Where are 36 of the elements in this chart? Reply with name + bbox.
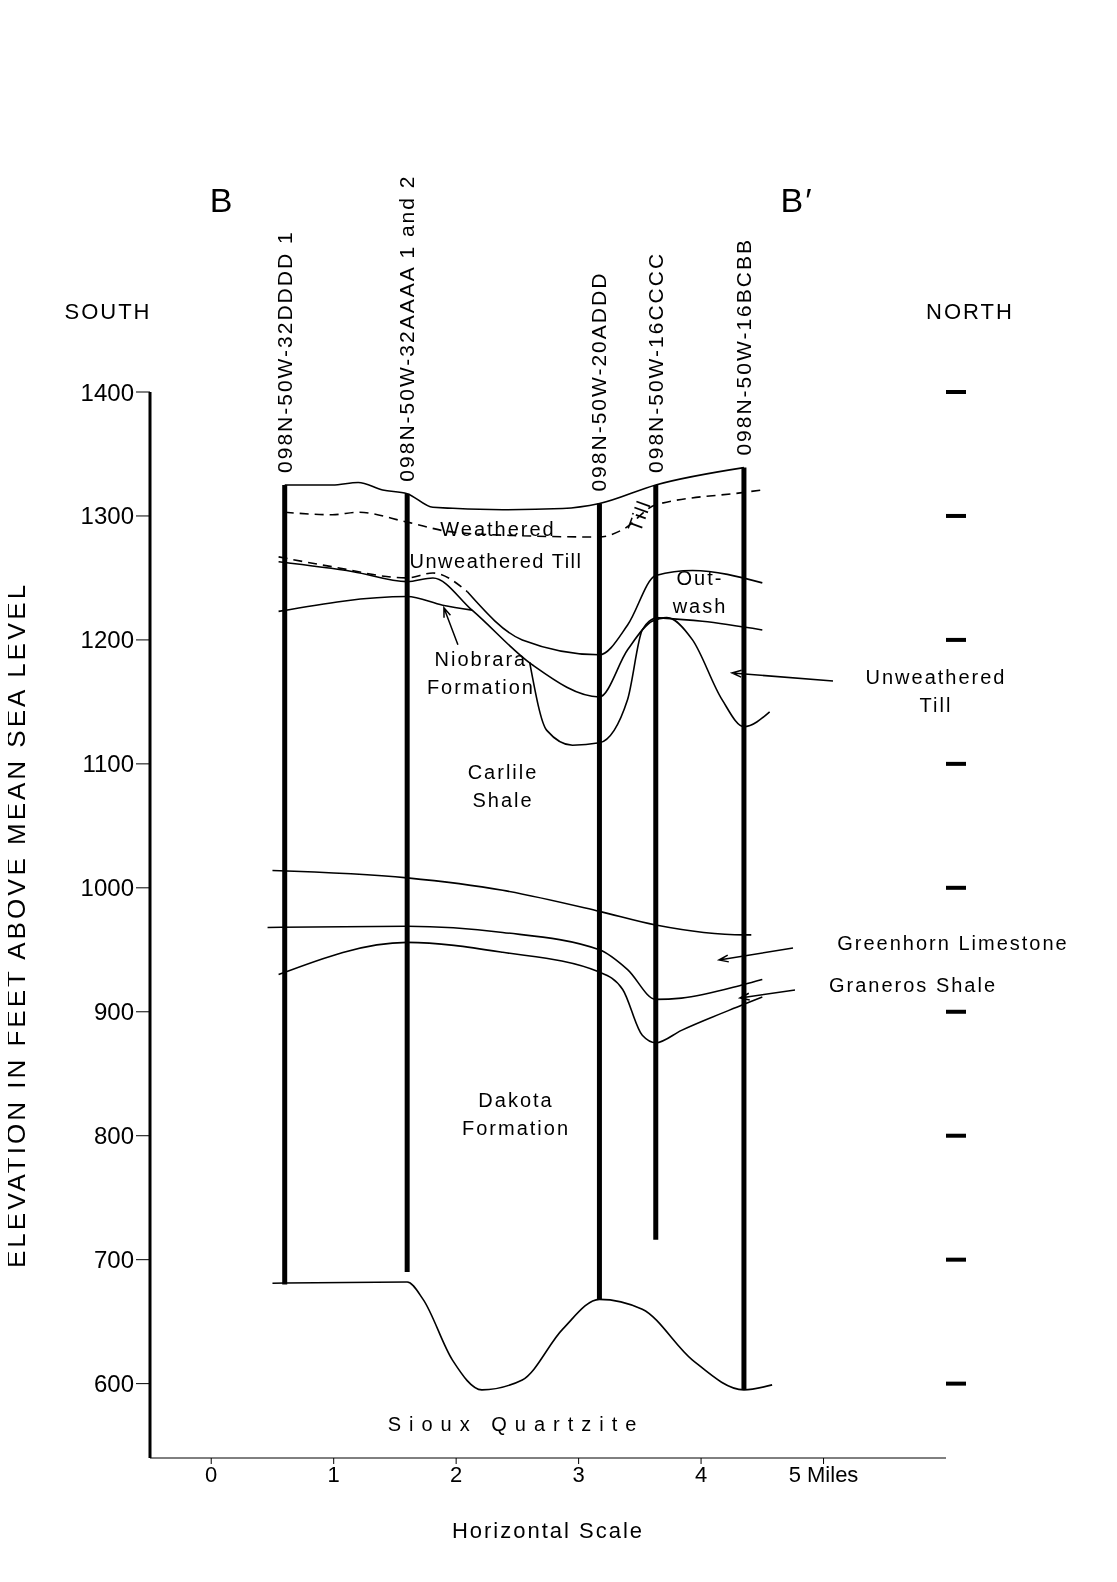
annotation: Weathered <box>440 518 556 541</box>
annotation: 098N-50W-16CCCC <box>643 251 667 473</box>
annotation: Out-wash <box>671 567 728 618</box>
annotation: Greenhorn Limestone <box>837 932 1069 955</box>
annotation: Till <box>623 496 656 535</box>
text: B <box>209 180 235 219</box>
annotation: Unweathered Till <box>865 666 1007 717</box>
y-tick-label: 1000 <box>80 874 134 902</box>
y-tick-label: 1100 <box>82 750 134 778</box>
y-tick-label: 900 <box>93 998 134 1026</box>
annotation: Unweathered Till <box>409 550 583 573</box>
annotation: Dakota Formation <box>461 1089 571 1140</box>
y-tick-label: 1300 <box>80 502 134 530</box>
text: NORTH <box>926 298 1014 324</box>
y-tick-label: 1400 <box>80 378 134 406</box>
annotation: Graneros Shale <box>828 974 998 997</box>
annotation: 098N-50W-20ADDD <box>587 271 611 492</box>
text: B′ <box>780 180 814 219</box>
x-tick-label: 0 <box>205 1461 218 1487</box>
annotation: Sioux Quartzite <box>387 1413 645 1436</box>
annotation: 098N-50W-32AAAA 1 and 2 <box>395 174 419 482</box>
x-tick-label: 3 <box>572 1461 585 1487</box>
annotation: Carlile Shale <box>467 761 539 812</box>
x-tick-label: 2 <box>450 1461 463 1487</box>
y-tick-label: 800 <box>93 1122 134 1150</box>
x-tick-label: 4 <box>694 1461 708 1487</box>
annotation: 098N-50W-16BCBB <box>731 238 755 456</box>
annotation: Niobrara Formation <box>426 647 535 698</box>
x-tick-label: 1 <box>327 1461 340 1487</box>
y-tick-label: 700 <box>93 1246 134 1274</box>
x-axis-title: Horizontal Scale <box>451 1518 645 1543</box>
y-tick-label: 600 <box>93 1370 134 1398</box>
y-tick-label: 1200 <box>80 626 134 654</box>
annotation: 098N-50W-32DDDD 1 <box>272 230 296 473</box>
x-tick-label: 5 Miles <box>788 1461 859 1487</box>
text: SOUTH <box>64 298 152 324</box>
